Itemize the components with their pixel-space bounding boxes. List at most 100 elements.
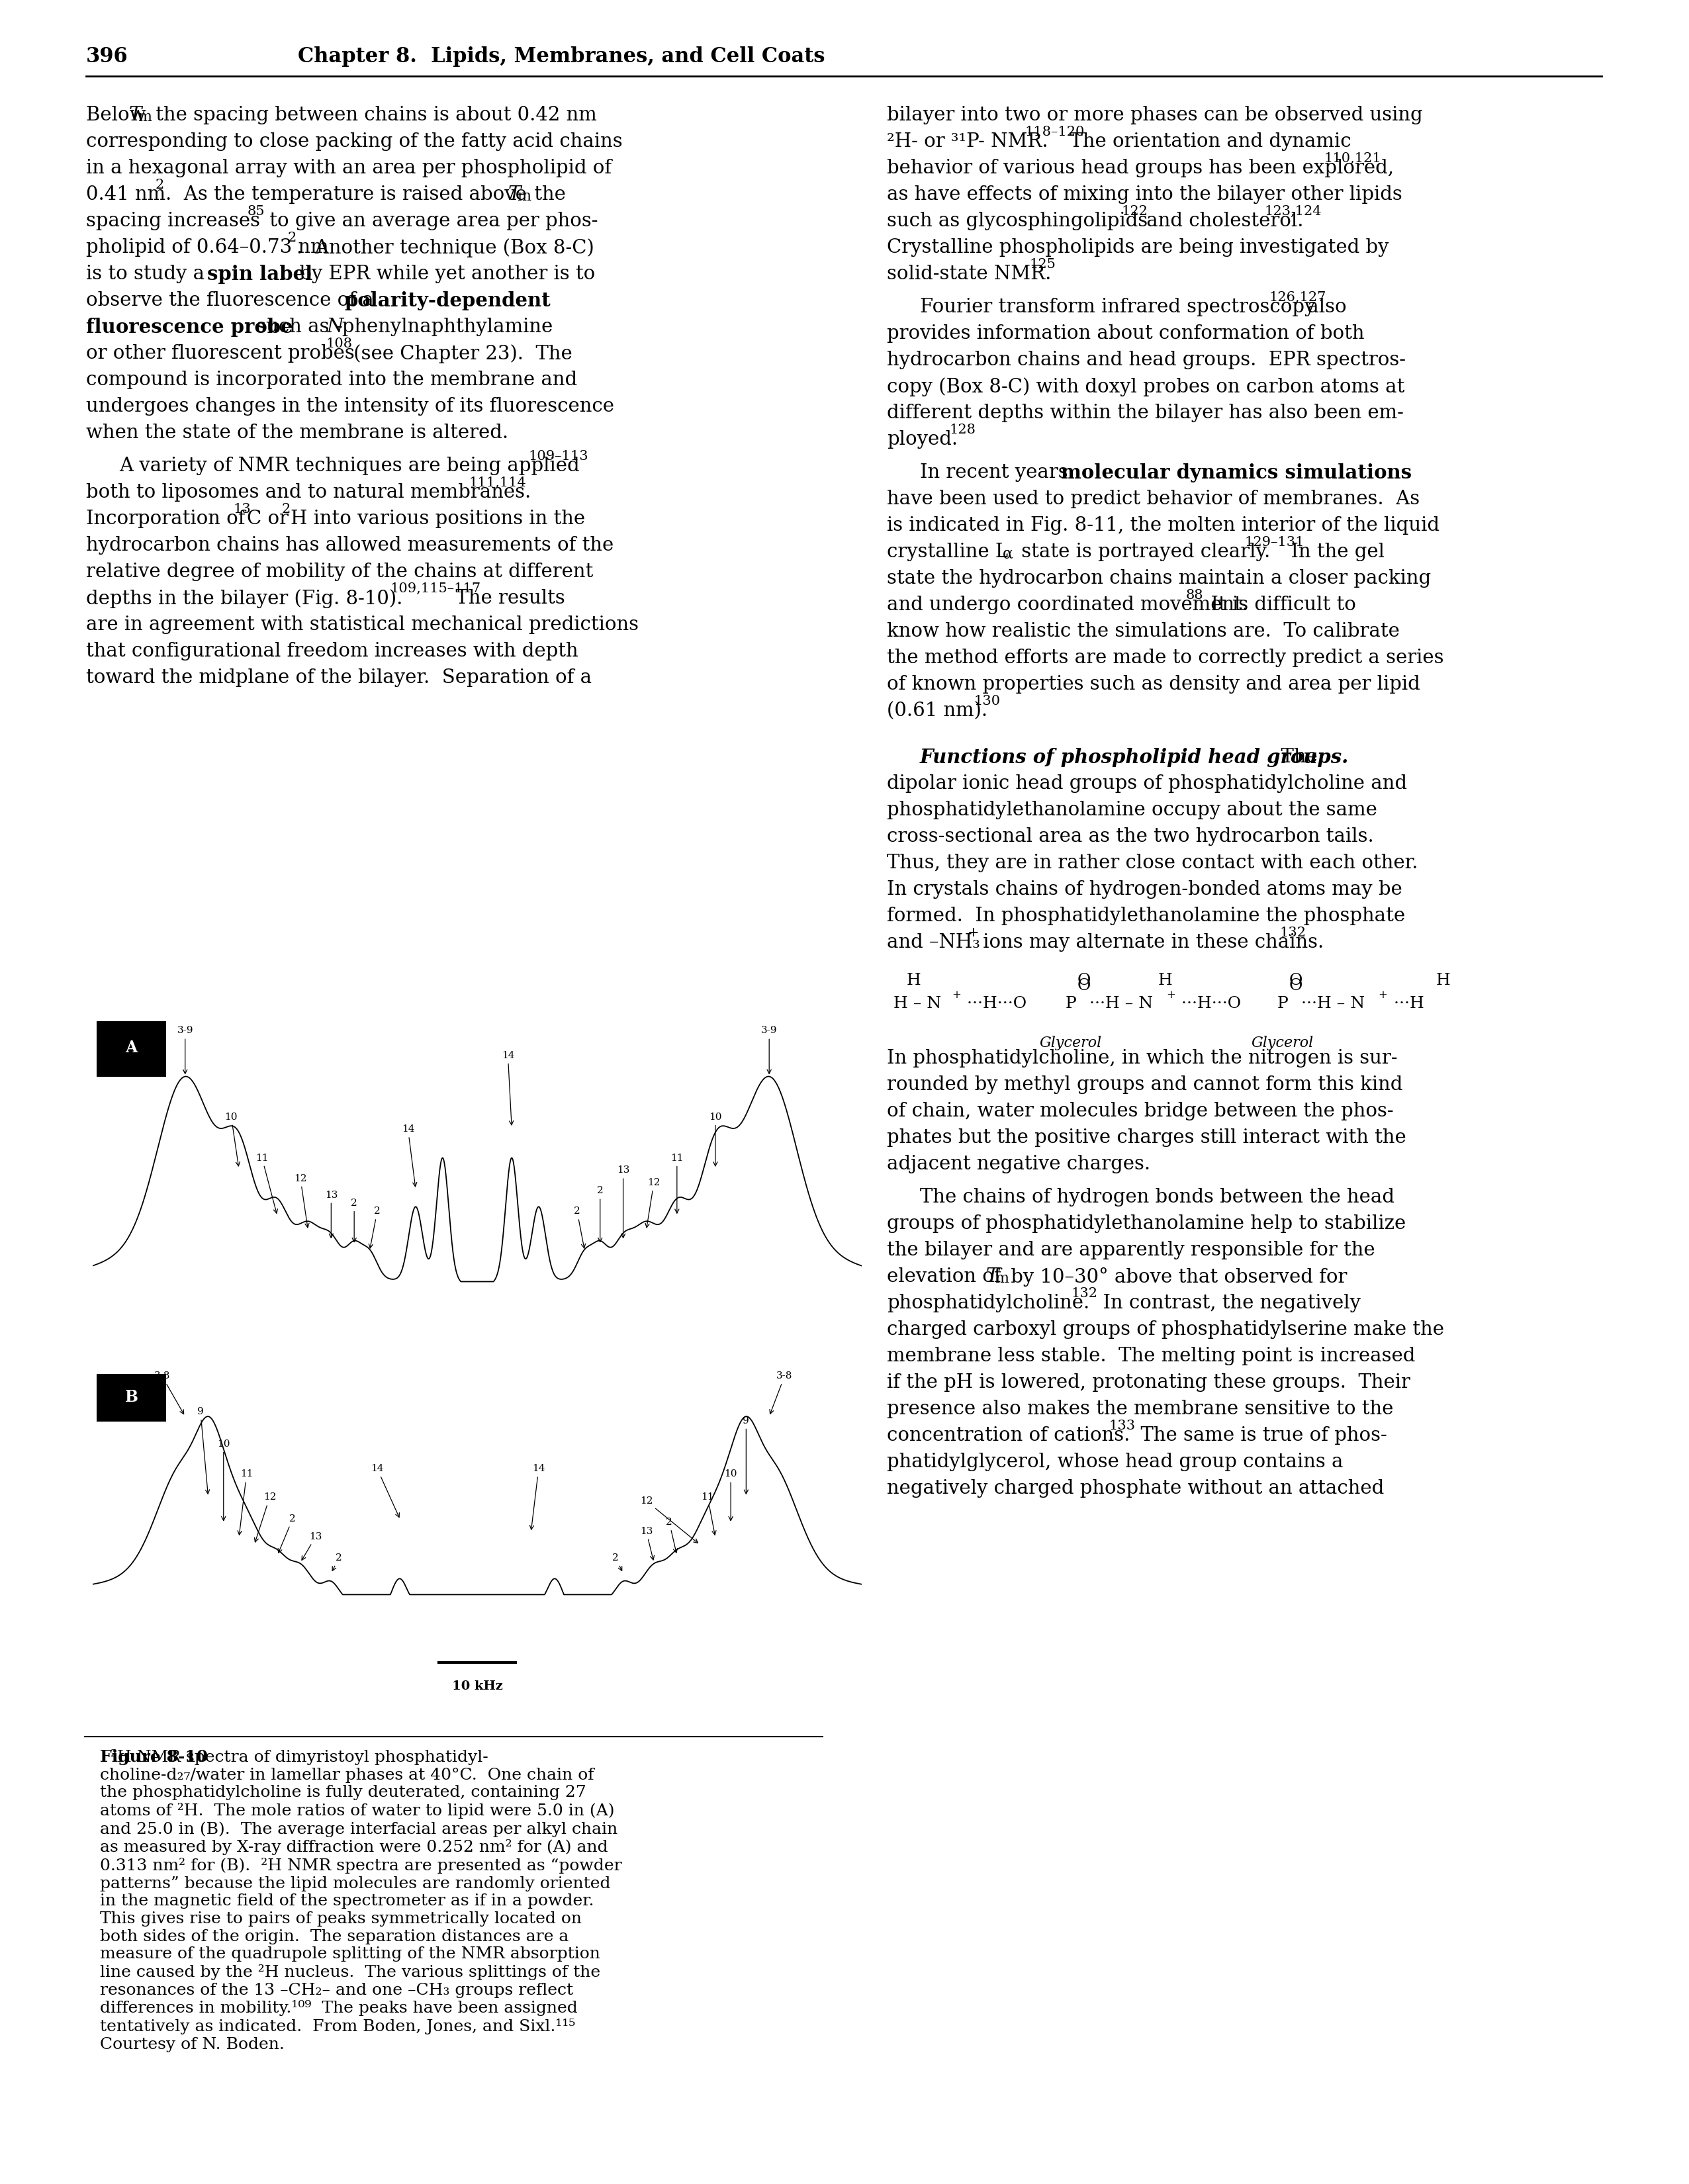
- Text: 13: 13: [302, 1531, 323, 1559]
- Text: ²H NMR spectra of dimyristoyl phosphatidyl-
choline-d₂₇/water in lamellar phases: ²H NMR spectra of dimyristoyl phosphatid…: [100, 1749, 622, 2053]
- Text: as have effects of mixing into the bilayer other lipids: as have effects of mixing into the bilay…: [887, 186, 1402, 203]
- Text: 13: 13: [324, 1190, 338, 1238]
- Text: In the gel: In the gel: [1279, 542, 1385, 561]
- Text: undergoes changes in the intensity of its fluorescence: undergoes changes in the intensity of it…: [86, 397, 615, 415]
- Text: Incorporation of: Incorporation of: [86, 509, 252, 529]
- Text: 122: 122: [1121, 205, 1147, 218]
- Text: phosphatidylcholine.: phosphatidylcholine.: [887, 1293, 1089, 1313]
- Text: In phosphatidylcholine, in which the nitrogen is sur-: In phosphatidylcholine, in which the nit…: [887, 1048, 1397, 1068]
- Text: T: T: [986, 1267, 998, 1286]
- Text: 2: 2: [351, 1199, 358, 1243]
- Text: A variety of NMR techniques are being applied: A variety of NMR techniques are being ap…: [120, 456, 579, 476]
- Text: and –NH₃: and –NH₃: [887, 933, 980, 952]
- Text: polarity-dependent: polarity-dependent: [345, 290, 551, 310]
- Text: A: A: [125, 1040, 137, 1055]
- Text: P: P: [1066, 996, 1076, 1011]
- Text: adjacent negative charges.: adjacent negative charges.: [887, 1155, 1150, 1173]
- Text: 85: 85: [248, 205, 265, 218]
- Text: 3-8: 3-8: [770, 1372, 792, 1413]
- Text: depths in the bilayer (Fig. 8-10).: depths in the bilayer (Fig. 8-10).: [86, 590, 402, 607]
- Text: of chain, water molecules bridge between the phos-: of chain, water molecules bridge between…: [887, 1103, 1393, 1120]
- Text: 130: 130: [973, 695, 1000, 708]
- Text: if the pH is lowered, protonating these groups.  Their: if the pH is lowered, protonating these …: [887, 1374, 1410, 1391]
- Text: 123,124: 123,124: [1263, 205, 1321, 218]
- Text: formed.  In phosphatidylethanolamine the phosphate: formed. In phosphatidylethanolamine the …: [887, 906, 1405, 926]
- Text: such as glycosphingolipids: such as glycosphingolipids: [887, 212, 1149, 229]
- Text: cross-sectional area as the two hydrocarbon tails.: cross-sectional area as the two hydrocar…: [887, 828, 1373, 845]
- Text: +: +: [1378, 989, 1387, 1000]
- Text: groups of phosphatidylethanolamine help to stabilize: groups of phosphatidylethanolamine help …: [887, 1214, 1405, 1234]
- Text: spin label: spin label: [208, 264, 312, 284]
- Text: 2: 2: [287, 232, 297, 245]
- Text: 3-8: 3-8: [154, 1372, 184, 1413]
- Text: 9: 9: [198, 1406, 209, 1494]
- Text: The: The: [1268, 747, 1317, 767]
- Text: H: H: [907, 972, 921, 987]
- Text: of known properties such as density and area per lipid: of known properties such as density and …: [887, 675, 1420, 695]
- Text: .  As the temperature is raised above: . As the temperature is raised above: [166, 186, 532, 203]
- Text: O: O: [1078, 972, 1091, 987]
- Text: Glycerol: Glycerol: [1252, 1035, 1314, 1051]
- Text: 12: 12: [640, 1496, 698, 1542]
- Text: The chains of hydrogen bonds between the head: The chains of hydrogen bonds between the…: [921, 1188, 1395, 1206]
- Text: α: α: [1003, 546, 1013, 561]
- Text: ployed.: ployed.: [887, 430, 958, 448]
- Text: phosphatidylethanolamine occupy about the same: phosphatidylethanolamine occupy about th…: [887, 802, 1377, 819]
- Text: P: P: [1277, 996, 1289, 1011]
- Text: +: +: [1165, 989, 1176, 1000]
- Text: T: T: [508, 186, 522, 203]
- Text: crystalline L: crystalline L: [887, 542, 1008, 561]
- Text: relative degree of mobility of the chains at different: relative degree of mobility of the chain…: [86, 563, 593, 581]
- Text: The same is true of phos-: The same is true of phos-: [1128, 1426, 1387, 1446]
- Text: 0.41 nm: 0.41 nm: [86, 186, 166, 203]
- Text: 396: 396: [86, 46, 128, 68]
- Text: 110,121: 110,121: [1324, 153, 1382, 164]
- Text: O: O: [1289, 978, 1302, 994]
- Text: 109–113: 109–113: [529, 450, 588, 463]
- Text: 9: 9: [743, 1415, 750, 1494]
- Text: by EPR while yet another is to: by EPR while yet another is to: [294, 264, 595, 284]
- Text: membrane less stable.  The melting point is increased: membrane less stable. The melting point …: [887, 1348, 1415, 1365]
- Text: 132: 132: [1071, 1286, 1098, 1299]
- Text: or other fluorescent probes: or other fluorescent probes: [86, 345, 355, 363]
- Text: 11: 11: [255, 1153, 277, 1214]
- Text: 13: 13: [616, 1166, 630, 1238]
- Text: 129–131: 129–131: [1245, 535, 1304, 548]
- Text: -phenylnaphthylamine: -phenylnaphthylamine: [336, 317, 554, 336]
- Text: 14: 14: [402, 1125, 417, 1186]
- Text: presence also makes the membrane sensitive to the: presence also makes the membrane sensiti…: [887, 1400, 1393, 1417]
- Text: 3-9: 3-9: [177, 1026, 193, 1075]
- Text: 118–120: 118–120: [1025, 127, 1084, 138]
- Text: ···H···O: ···H···O: [1176, 996, 1241, 1011]
- Text: m: m: [995, 1271, 1008, 1286]
- Text: 11: 11: [701, 1492, 716, 1535]
- Text: and undergo coordinated movement.: and undergo coordinated movement.: [887, 596, 1248, 614]
- Text: copy (Box 8-C) with doxyl probes on carbon atoms at: copy (Box 8-C) with doxyl probes on carb…: [887, 378, 1405, 395]
- Text: O: O: [1289, 972, 1302, 987]
- Text: 11: 11: [671, 1153, 684, 1212]
- Text: rounded by methyl groups and cannot form this kind: rounded by methyl groups and cannot form…: [887, 1075, 1402, 1094]
- Text: 133: 133: [1108, 1420, 1135, 1433]
- Text: 2: 2: [282, 502, 291, 515]
- Text: charged carboxyl groups of phosphatidylserine make the: charged carboxyl groups of phosphatidyls…: [887, 1321, 1444, 1339]
- Text: ···H – N: ···H – N: [1301, 996, 1365, 1011]
- Text: 2: 2: [333, 1553, 343, 1570]
- Text: 132: 132: [1279, 926, 1306, 939]
- Text: C or: C or: [247, 509, 294, 529]
- Text: bilayer into two or more phases can be observed using: bilayer into two or more phases can be o…: [887, 105, 1422, 124]
- Text: Functions of phospholipid head groups.: Functions of phospholipid head groups.: [921, 747, 1350, 767]
- Text: O: O: [1078, 978, 1091, 994]
- Text: corresponding to close packing of the fatty acid chains: corresponding to close packing of the fa…: [86, 133, 623, 151]
- Text: +: +: [951, 989, 961, 1000]
- Text: 125: 125: [1029, 258, 1056, 271]
- Text: 111,114: 111,114: [468, 476, 525, 489]
- Text: in a hexagonal array with an area per phospholipid of: in a hexagonal array with an area per ph…: [86, 159, 611, 177]
- Text: Figure 8-10: Figure 8-10: [100, 1749, 208, 1765]
- Text: state the hydrocarbon chains maintain a closer packing: state the hydrocarbon chains maintain a …: [887, 570, 1431, 587]
- Text: solid-state NMR.: solid-state NMR.: [887, 264, 1051, 284]
- Text: 12: 12: [294, 1173, 309, 1227]
- Text: elevation of: elevation of: [887, 1267, 1007, 1286]
- Text: 10: 10: [225, 1112, 240, 1166]
- Text: 2: 2: [611, 1553, 622, 1570]
- Text: 13: 13: [640, 1527, 654, 1559]
